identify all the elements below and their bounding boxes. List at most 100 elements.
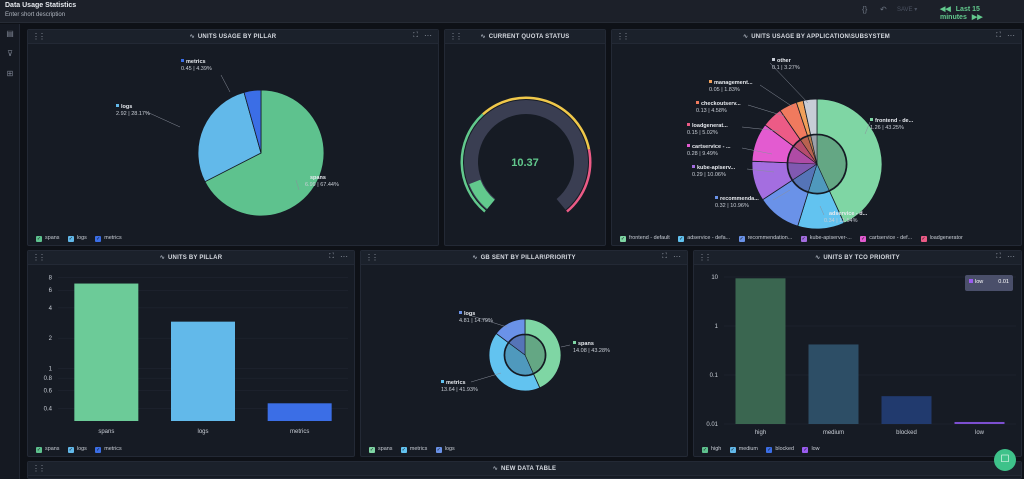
legend-item[interactable]: ✓ logs xyxy=(67,235,87,242)
x-tick-label: medium xyxy=(823,430,844,436)
panel-icon[interactable]: ▤ xyxy=(6,29,14,38)
legend-item[interactable]: ✓ metrics xyxy=(95,446,122,453)
legend-item[interactable]: ✓ logs xyxy=(435,446,455,453)
legend-item[interactable]: ✓ spans xyxy=(36,235,60,242)
legend-item[interactable]: ✓ adservice - defa... xyxy=(678,235,731,242)
y-tick-label: 4 xyxy=(49,306,53,312)
drag-handle-icon[interactable]: ⋮⋮ xyxy=(365,253,379,262)
legend-item[interactable]: ✓ spans xyxy=(369,446,393,453)
pie-slice-spans xyxy=(204,89,325,217)
drag-handle-icon[interactable]: ⋮⋮ xyxy=(698,253,712,262)
slice-label-loadgenerator: loadgenerat... 0.15 | 5.02% xyxy=(687,123,728,136)
drag-handle-icon[interactable]: ⋮⋮ xyxy=(32,253,46,262)
chat-icon[interactable]: ☐ xyxy=(994,449,1016,471)
slice-label-logs: logs 4.81 | 14.79% xyxy=(459,311,493,324)
chart-icon: ∿ xyxy=(480,34,486,40)
fullscreen-icon[interactable]: ⛶ xyxy=(413,32,418,39)
leader-line xyxy=(864,121,871,135)
filter-icon[interactable]: ⊽ xyxy=(7,49,13,58)
slice-label-spans: spans 14.08 | 43.28% xyxy=(573,341,610,354)
slice-label-management: management... 0.05 | 1.83% xyxy=(709,80,753,93)
bar-logs xyxy=(171,321,235,421)
drag-handle-icon[interactable]: ⋮⋮ xyxy=(449,32,463,41)
pie-slice-spans xyxy=(524,318,562,389)
drag-handle-icon[interactable]: ⋮⋮ xyxy=(32,32,46,41)
fullscreen-icon[interactable]: ⛶ xyxy=(329,253,334,260)
slice-label-spans: spans 6.99 | 67.44% xyxy=(305,175,339,188)
time-range-picker[interactable]: ◀◀ Last 15 minutes ▶▶ xyxy=(940,5,1024,21)
pie-inner-ring xyxy=(524,334,546,374)
legend-item[interactable]: ✓ logs xyxy=(67,446,87,453)
y-tick-label: 0.4 xyxy=(44,406,53,412)
leader-line xyxy=(769,62,809,104)
legend-item[interactable]: ✓ kube-apiserver-... xyxy=(800,235,852,242)
chart-icon: ∿ xyxy=(159,255,165,261)
x-tick-label: metrics xyxy=(290,429,309,435)
leader-line xyxy=(759,84,794,108)
rewind-icon[interactable]: ◀◀ xyxy=(940,6,951,13)
fullscreen-icon[interactable]: ⛶ xyxy=(996,253,1001,260)
more-icon[interactable]: ··· xyxy=(340,252,348,261)
slice-label-frontend: frontend - de... 1.26 | 43.25% xyxy=(870,118,914,131)
x-tick-label: high xyxy=(755,430,766,436)
undo-icon[interactable]: ↶ xyxy=(880,5,887,14)
leader-line xyxy=(468,314,508,328)
legend-item[interactable]: ✓ cartservice - def... xyxy=(860,235,913,242)
quota-gauge xyxy=(460,96,592,213)
legend-item[interactable]: ✓ low xyxy=(802,446,820,453)
slice-label-metrics: metrics 0.45 | 4.39% xyxy=(181,59,212,72)
x-tick-label: logs xyxy=(197,429,208,435)
drag-handle-icon[interactable]: ⋮⋮ xyxy=(32,464,46,473)
more-icon[interactable]: ··· xyxy=(673,252,681,261)
legend-item[interactable]: ✓ recommendation... xyxy=(738,235,793,242)
legend-item[interactable]: ✓ high xyxy=(702,446,722,453)
more-icon[interactable]: ··· xyxy=(1007,31,1015,40)
dashboard-title: Data Usage Statistics xyxy=(5,2,77,9)
fullscreen-icon[interactable]: ⛶ xyxy=(996,32,1001,39)
legend-item[interactable]: ✓ loadgenerator xyxy=(920,235,963,242)
panel-title: UNITS USAGE BY PILLAR xyxy=(197,34,277,40)
fast-forward-icon[interactable]: ▶▶ xyxy=(971,14,983,21)
fullscreen-icon[interactable]: ⛶ xyxy=(662,253,667,260)
legend-item[interactable]: ✓ blocked xyxy=(766,446,794,453)
units-usage-by-pillar-panel: ⋮⋮ ∿ UNITS USAGE BY PILLAR ⛶ ··· metrics 0… xyxy=(27,29,439,246)
leader-line xyxy=(747,104,785,117)
new-data-table-panel: ⋮⋮ ∿ NEW DATA TABLE xyxy=(27,461,1022,479)
chart-legend: ✓ high ✓ medium ✓ blocked ✓ low xyxy=(702,446,827,453)
panel-header: ⋮⋮ ∿ UNITS USAGE BY PILLAR ⛶ ··· xyxy=(28,30,438,44)
y-tick-label: 1 xyxy=(49,366,53,372)
legend-item[interactable]: ✓ metrics xyxy=(400,446,428,453)
leader-line xyxy=(741,126,780,132)
dashboard-description[interactable]: Enter short description xyxy=(5,12,66,18)
panel-title: UNITS USAGE BY APPLICATION\SUBSYSTEM xyxy=(751,34,890,40)
panel-header: ⋮⋮ ∿ UNITS USAGE BY APPLICATION\SUBSYSTEM… xyxy=(612,30,1021,44)
chart-icon: ∿ xyxy=(189,34,195,40)
legend-item[interactable]: ✓ spans xyxy=(36,446,60,453)
pie-slice-metrics xyxy=(243,89,262,154)
code-icon[interactable]: {} xyxy=(862,5,868,14)
leader-line xyxy=(470,372,502,383)
chart-icon: ∿ xyxy=(472,255,478,261)
more-icon[interactable]: ··· xyxy=(1007,252,1015,261)
drag-handle-icon[interactable]: ⋮⋮ xyxy=(616,32,630,41)
y-tick-label: 6 xyxy=(49,288,53,294)
bar-metrics xyxy=(267,403,332,421)
pie-slice-logs xyxy=(197,91,262,183)
gauge-band-yellow xyxy=(482,96,591,150)
leader-line xyxy=(560,344,571,348)
pie-inner-ring xyxy=(816,134,847,191)
chart-icon: ∿ xyxy=(815,255,821,261)
add-widget-icon[interactable]: ⊞ xyxy=(6,69,14,78)
save-button[interactable]: SAVE ▾ xyxy=(897,7,918,13)
leader-line xyxy=(741,147,773,155)
legend-item[interactable]: ✓ metrics xyxy=(95,235,122,242)
chart-legend: ✓ spans ✓ logs ✓ metrics xyxy=(36,446,129,453)
y-tick-label: 0.6 xyxy=(44,389,53,395)
time-range-label[interactable]: Last 15 minutes xyxy=(940,6,980,21)
legend-item[interactable]: ✓ frontend - default xyxy=(620,235,670,242)
gauge-band-green xyxy=(460,113,486,213)
legend-item[interactable]: ✓ medium xyxy=(729,446,758,453)
more-icon[interactable]: ··· xyxy=(424,31,432,40)
chart-tooltip: low 0.01 xyxy=(965,275,1013,291)
slice-label-adservice: adservice - d... 0.34 | 11.54% xyxy=(824,211,868,224)
